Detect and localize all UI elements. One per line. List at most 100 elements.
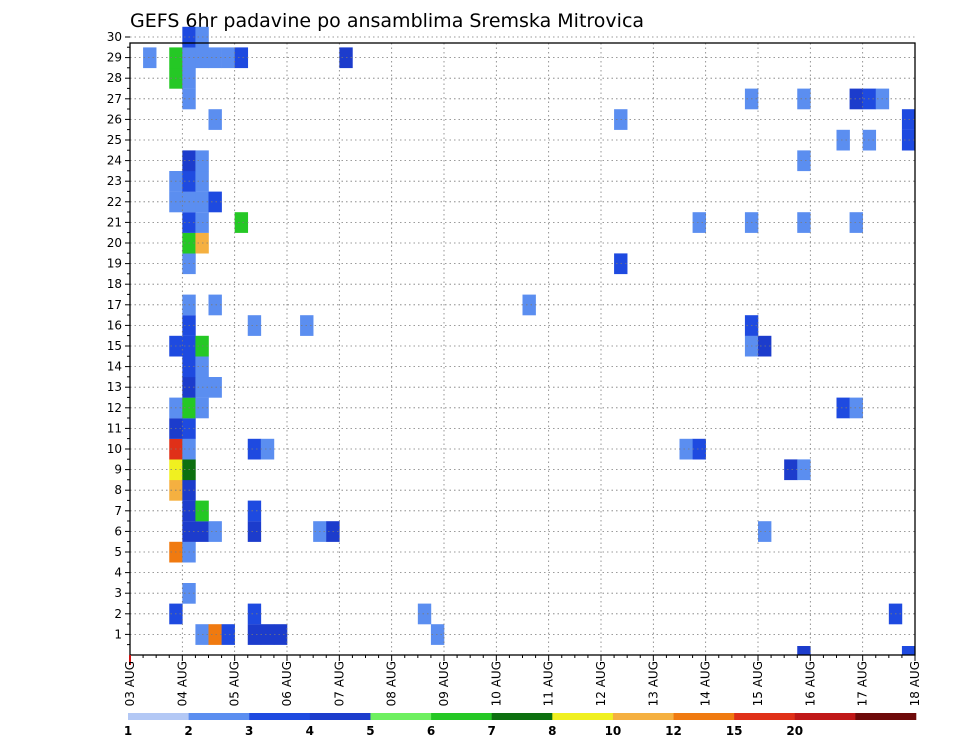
colorbar-segment bbox=[855, 713, 917, 720]
colorbar-label: 1 bbox=[124, 724, 132, 738]
data-cell bbox=[247, 500, 262, 522]
data-cell bbox=[247, 315, 262, 336]
x-tick-label: 14 AUG bbox=[699, 661, 713, 706]
y-tick-label: 9 bbox=[114, 463, 122, 477]
y-tick-label: 21 bbox=[107, 215, 122, 229]
colorbar-label: 3 bbox=[245, 724, 253, 738]
y-axis: 1234567891011121314151617181920212223242… bbox=[107, 30, 130, 646]
data-cell bbox=[260, 438, 275, 460]
data-cell bbox=[208, 47, 222, 69]
y-tick-label: 28 bbox=[107, 71, 122, 85]
x-tick-label: 16 AUG bbox=[803, 661, 817, 706]
data-cell bbox=[247, 603, 262, 625]
data-cell bbox=[208, 191, 222, 213]
data-cell bbox=[430, 624, 445, 645]
y-tick-label: 4 bbox=[114, 566, 122, 580]
y-tick-label: 29 bbox=[107, 51, 122, 65]
data-cell bbox=[522, 294, 536, 316]
data-cell bbox=[849, 397, 863, 419]
colorbar-label: 6 bbox=[427, 724, 435, 738]
data-cell bbox=[692, 438, 706, 460]
y-tick-label: 7 bbox=[114, 504, 122, 518]
y-tick-label: 24 bbox=[107, 154, 122, 168]
x-tick-label: 12 AUG bbox=[594, 661, 608, 706]
y-tick-label: 10 bbox=[107, 442, 122, 456]
data-cell bbox=[221, 624, 235, 645]
y-tick-label: 1 bbox=[114, 627, 122, 641]
x-tick-label: 09 AUG bbox=[437, 661, 451, 706]
colorbar-segment bbox=[309, 713, 371, 720]
colorbar-label: 4 bbox=[306, 724, 314, 738]
data-cell bbox=[836, 397, 850, 419]
data-cell bbox=[692, 212, 706, 233]
y-tick-label: 14 bbox=[107, 360, 122, 374]
x-tick-label: 07 AUG bbox=[332, 661, 346, 706]
colorbar-segment bbox=[128, 713, 189, 720]
y-tick-label: 23 bbox=[107, 174, 122, 188]
data-cell bbox=[208, 109, 222, 130]
colorbar-label: 8 bbox=[548, 724, 556, 738]
data-cell bbox=[247, 624, 262, 645]
y-tick-label: 16 bbox=[107, 318, 122, 332]
data-cell bbox=[836, 129, 850, 151]
data-cell bbox=[247, 438, 262, 460]
data-cell bbox=[273, 624, 288, 645]
y-tick-label: 30 bbox=[107, 30, 122, 44]
colorbar-segment bbox=[552, 713, 614, 720]
y-tick-label: 26 bbox=[107, 112, 122, 126]
y-tick-label: 8 bbox=[114, 483, 122, 497]
data-cell bbox=[797, 459, 811, 481]
colorbar-label: 2 bbox=[184, 724, 192, 738]
colorbar: 1 2 3 4 5 6 7 8 10 12 15 20 bbox=[124, 713, 917, 738]
data-cell bbox=[417, 603, 432, 625]
colorbar-segment bbox=[673, 713, 735, 720]
colorbar-segment bbox=[249, 713, 311, 720]
data-cell bbox=[797, 212, 811, 233]
colorbar-segment bbox=[794, 713, 856, 720]
chart-title: GEFS 6hr padavine po ansamblima Sremska … bbox=[130, 10, 644, 32]
grid-lines bbox=[130, 36, 915, 655]
y-tick-label: 17 bbox=[107, 298, 122, 312]
data-cell bbox=[679, 438, 693, 460]
y-tick-label: 6 bbox=[114, 524, 122, 538]
x-tick-label: 06 AUG bbox=[280, 661, 294, 706]
data-cell bbox=[208, 377, 222, 398]
colorbar-segment bbox=[370, 713, 432, 720]
y-tick-label: 3 bbox=[114, 586, 122, 600]
colorbar-segment bbox=[491, 713, 553, 720]
colorbar-segment bbox=[612, 713, 674, 720]
colorbar-label: 7 bbox=[488, 724, 496, 738]
colorbar-label: 15 bbox=[726, 724, 743, 738]
y-tick-label: 2 bbox=[114, 607, 122, 621]
data-cell bbox=[234, 47, 249, 69]
data-cell bbox=[797, 150, 811, 172]
y-tick-label: 22 bbox=[107, 195, 122, 209]
y-tick-label: 25 bbox=[107, 133, 122, 147]
data-cell bbox=[208, 521, 222, 542]
colorbar-segment bbox=[431, 713, 492, 720]
y-tick-label: 13 bbox=[107, 380, 122, 394]
x-tick-label: 11 AUG bbox=[542, 661, 556, 706]
y-tick-label: 20 bbox=[107, 236, 122, 250]
data-cell bbox=[208, 294, 222, 316]
y-tick-label: 19 bbox=[107, 257, 122, 271]
y-tick-label: 11 bbox=[107, 421, 122, 435]
data-cells bbox=[143, 26, 916, 655]
x-tick-label: 18 AUG bbox=[908, 661, 922, 706]
colorbar-segment bbox=[734, 713, 796, 720]
x-tick-label: 04 AUG bbox=[175, 661, 189, 706]
data-cell bbox=[797, 88, 811, 110]
data-cell bbox=[797, 646, 811, 655]
x-axis: 03 AUG 04 AUG 05 AUG 06 AUG 07 AUG 08 AUG 09 A… bbox=[123, 655, 922, 706]
x-tick-label: 03 AUG bbox=[123, 661, 137, 706]
data-cell bbox=[143, 47, 157, 69]
colorbar-segment bbox=[188, 713, 250, 720]
colorbar-label: 20 bbox=[786, 724, 803, 738]
data-cell bbox=[260, 624, 275, 645]
x-tick-label: 10 AUG bbox=[489, 661, 503, 706]
x-tick-label: 17 AUG bbox=[856, 661, 870, 706]
colorbar-label: 10 bbox=[605, 724, 622, 738]
y-tick-label: 5 bbox=[114, 545, 122, 559]
x-tick-label: 13 AUG bbox=[646, 661, 660, 706]
